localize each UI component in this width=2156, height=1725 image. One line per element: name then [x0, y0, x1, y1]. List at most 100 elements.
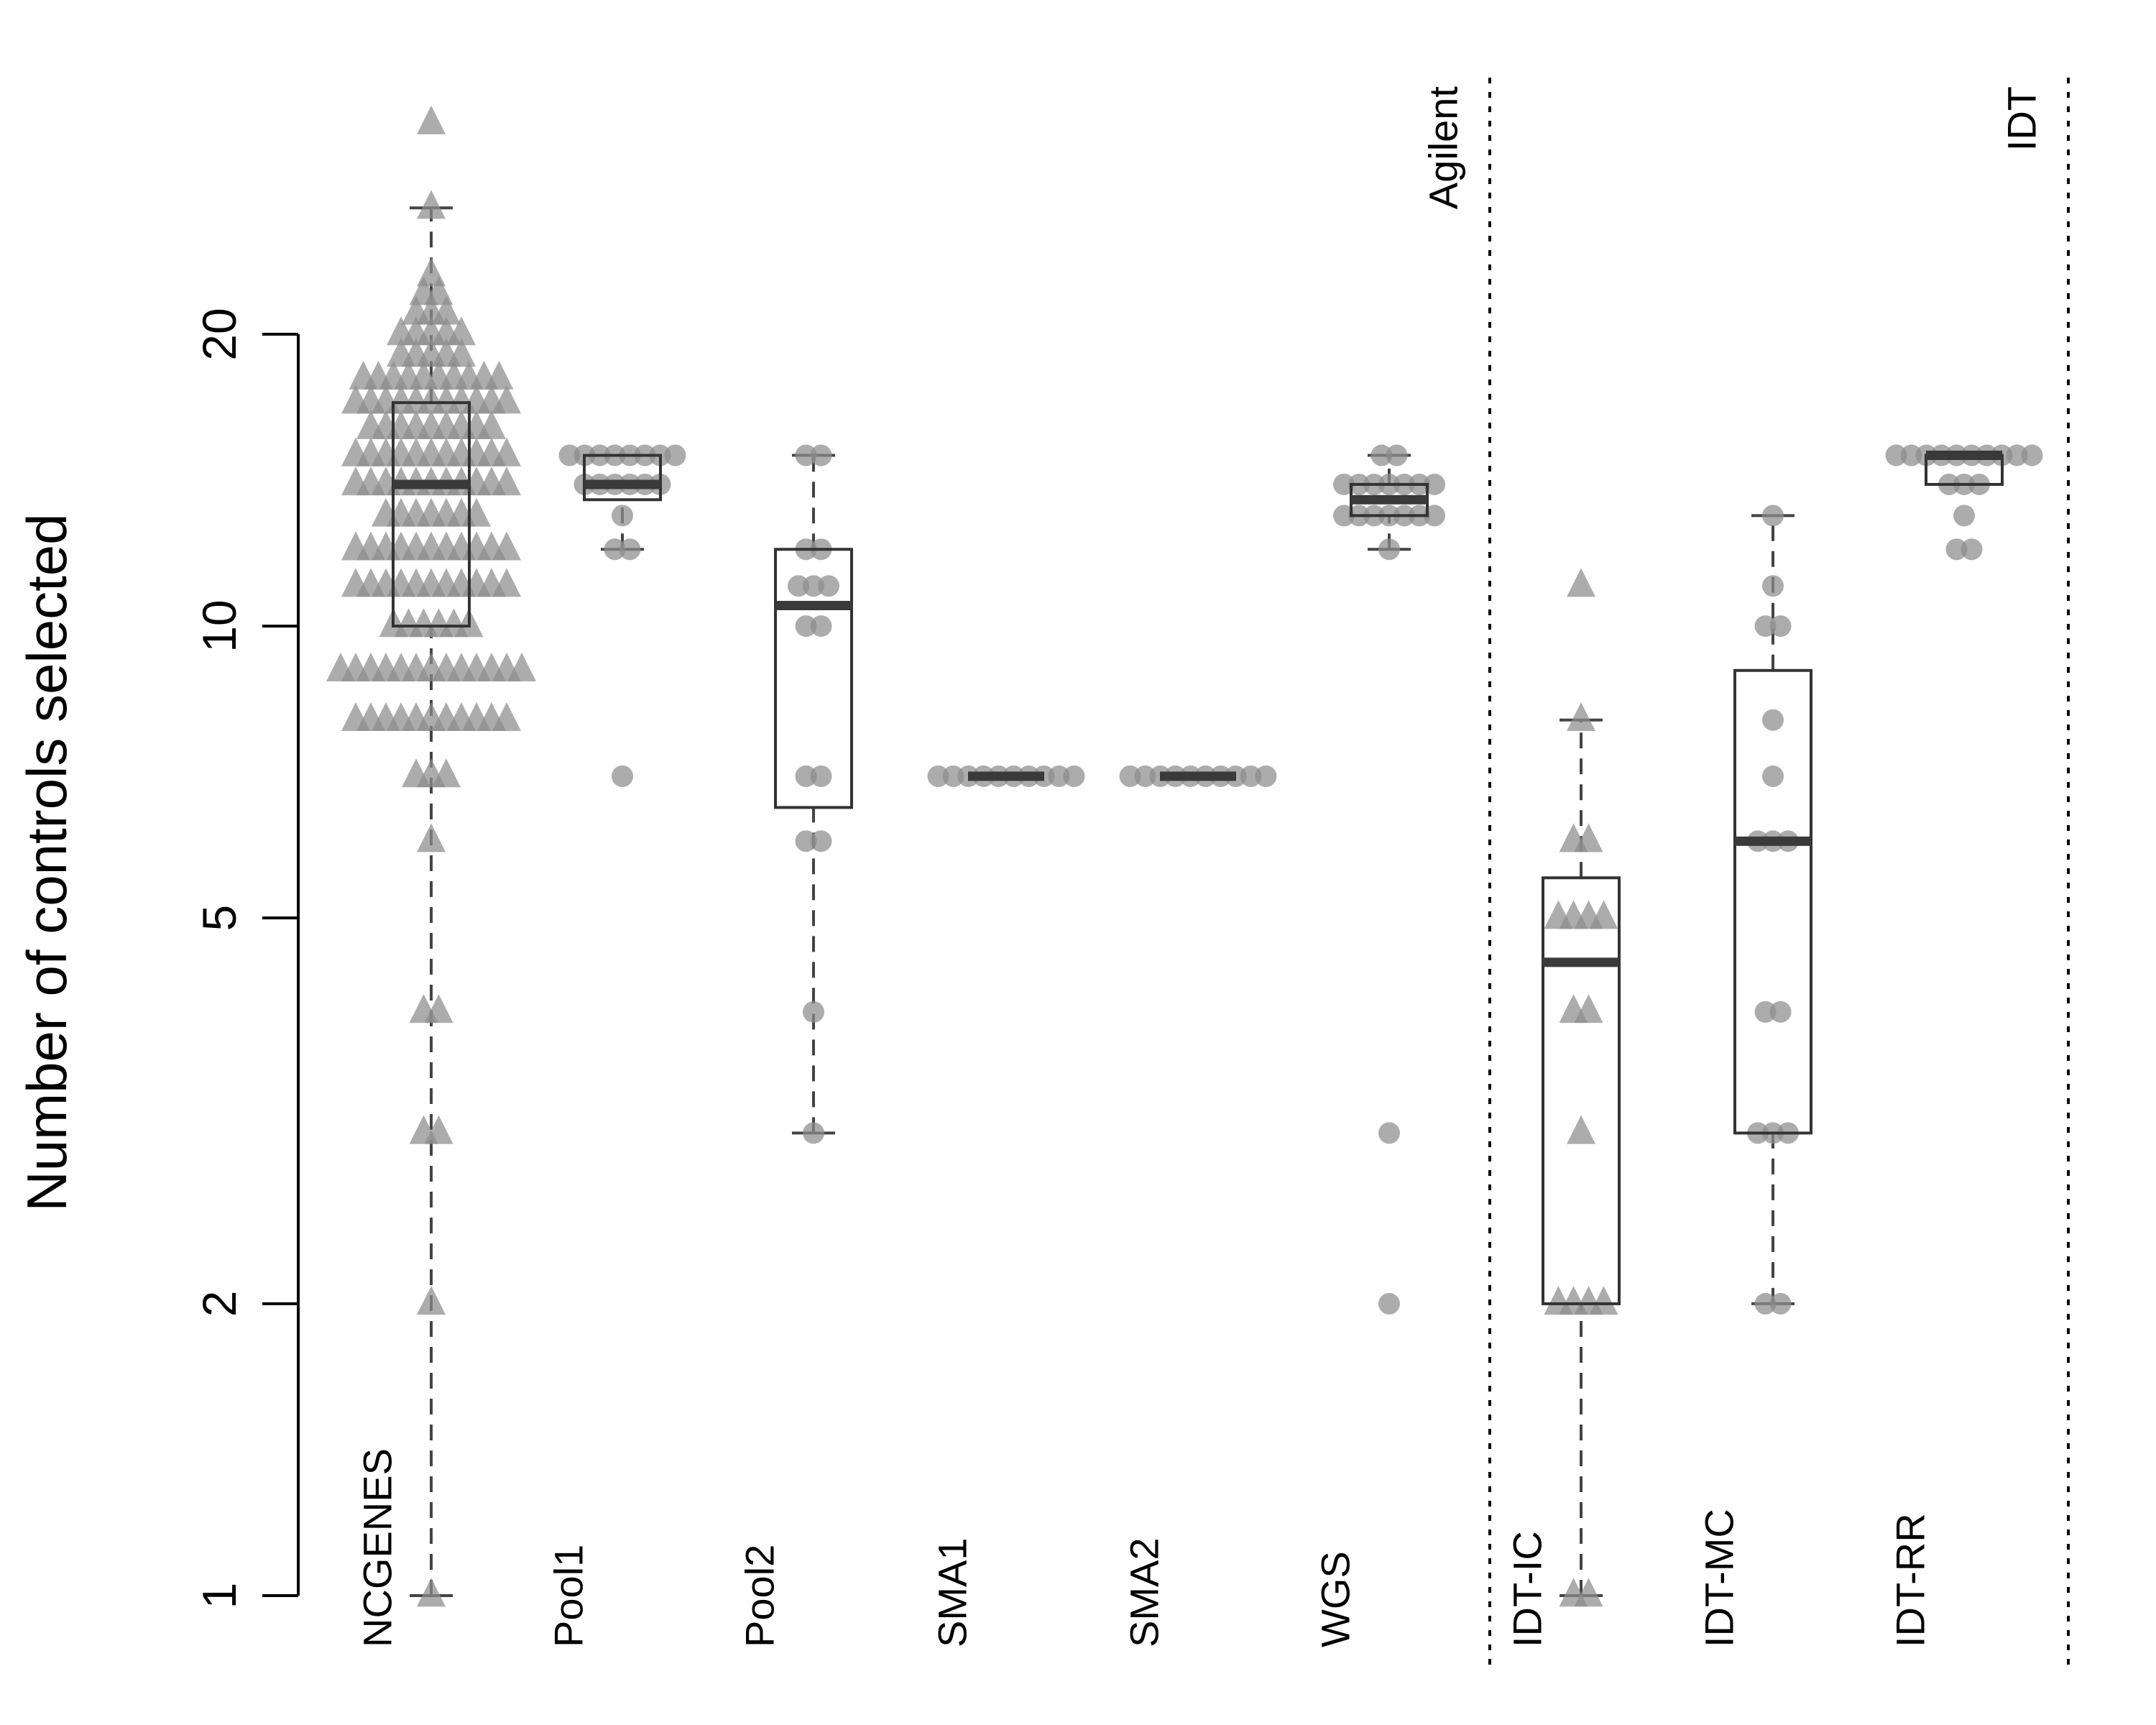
box-ncgenes	[392, 401, 471, 628]
point-ncgenes-4	[447, 338, 476, 367]
category-label-wgs: WGS	[1313, 1551, 1358, 1647]
point-wgs-1	[1386, 444, 1408, 466]
box-idt-mc	[1733, 668, 1812, 1135]
point-pool1-0	[612, 505, 633, 527]
point-pool2-0	[795, 830, 817, 852]
point-sma2-0	[1119, 765, 1141, 788]
point-ncgenes-0	[417, 257, 446, 287]
point-sma2-8	[1240, 765, 1262, 788]
point-idt-mc-1	[1769, 1000, 1792, 1023]
category-label-sma2: SMA2	[1122, 1538, 1167, 1648]
point-idt-mc-0	[1754, 1000, 1777, 1023]
point-pool1-0	[612, 765, 633, 788]
point-ncgenes-2	[432, 758, 461, 788]
category-label-idt-ic: IDT-IC	[1505, 1531, 1550, 1647]
point-ncgenes-0	[417, 190, 446, 219]
point-idt-rr-0	[1953, 505, 1975, 527]
point-idt-rr-9	[2021, 444, 2043, 466]
point-sma1-9	[1063, 765, 1085, 788]
category-labels: NCGENES Pool1 Pool2 SMA1 SMA2 WGS IDT-IC IDT-MC…	[355, 1448, 1933, 1647]
whiskers	[410, 206, 1795, 1597]
point-idt-ic-0	[1567, 702, 1595, 731]
point-pool2-1	[810, 830, 832, 852]
point-ncgenes-10	[492, 437, 521, 466]
point-ncgenes-0	[417, 823, 446, 852]
point-sma1-1	[942, 765, 964, 788]
point-wgs-6	[1424, 505, 1445, 527]
vendor-separators: Agilent IDT	[1421, 78, 2070, 1668]
point-wgs-0	[1378, 538, 1400, 561]
y-axis: 1 2 5 10 20	[193, 308, 300, 1609]
point-pool1-0	[604, 538, 626, 561]
point-ncgenes-4	[447, 316, 476, 346]
point-pool2-1	[810, 765, 832, 788]
point-pool2-0	[795, 615, 817, 638]
point-wgs-6	[1424, 473, 1445, 495]
point-idt-mc-0	[1754, 1292, 1777, 1315]
point-idt-ic-1	[1574, 823, 1603, 852]
point-pool2-1	[810, 615, 832, 638]
point-wgs-0	[1333, 505, 1355, 527]
point-ncgenes-1	[424, 994, 453, 1024]
boxes	[392, 401, 2004, 1305]
point-ncgenes-10	[492, 568, 521, 597]
point-idt-mc-1	[1769, 615, 1792, 638]
category-label-ncgenes: NCGENES	[355, 1448, 400, 1647]
point-pool1-7	[664, 444, 686, 466]
point-ncgenes-10	[492, 385, 521, 414]
box-pool2	[774, 548, 853, 809]
point-wgs-0	[1370, 444, 1393, 466]
point-idt-mc-0	[1762, 575, 1784, 597]
y-axis-title: Number of controls selected	[15, 513, 78, 1211]
point-pool2-1	[803, 575, 824, 597]
point-idt-mc-0	[1762, 505, 1784, 527]
point-ncgenes-0	[417, 1578, 446, 1607]
point-sma1-0	[927, 765, 949, 788]
point-pool2-0	[795, 765, 817, 788]
category-label-idt-rr: IDT-RR	[1888, 1513, 1933, 1647]
point-ncgenes-12	[507, 652, 536, 681]
point-wgs-0	[1378, 1122, 1400, 1144]
point-ncgenes-1	[424, 1115, 453, 1144]
category-label-pool1: Pool1	[546, 1545, 591, 1647]
point-idt-ic-1	[1574, 1578, 1603, 1607]
point-idt-mc-1	[1769, 1292, 1792, 1315]
data-points	[326, 105, 2043, 1607]
point-pool2-0	[803, 1122, 824, 1144]
point-wgs-0	[1333, 473, 1355, 495]
vendor-label-idt: IDT	[1999, 86, 2045, 151]
point-idt-rr-8	[2006, 444, 2028, 466]
point-ncgenes-0	[417, 1286, 446, 1315]
point-idt-rr-1	[1900, 444, 1922, 466]
point-ncgenes-2	[432, 295, 461, 325]
point-pool2-0	[803, 1000, 824, 1023]
category-label-idt-mc: IDT-MC	[1697, 1509, 1742, 1647]
category-label-pool2: Pool2	[737, 1545, 783, 1647]
y-tick-label-2: 2	[193, 1291, 246, 1317]
point-pool1-1	[619, 538, 641, 561]
point-idt-ic-0	[1567, 568, 1595, 597]
point-idt-rr-0	[1945, 538, 1968, 561]
point-ncgenes-10	[492, 531, 521, 561]
y-tick-label-10: 10	[193, 599, 246, 652]
point-ncgenes-8	[477, 410, 506, 439]
point-idt-rr-0	[1885, 444, 1907, 466]
point-ncgenes-1	[424, 276, 453, 305]
box-pool1	[583, 454, 662, 502]
point-ncgenes-10	[492, 466, 521, 496]
point-sma2-9	[1255, 765, 1277, 788]
vendor-label-agilent: Agilent	[1421, 86, 1466, 210]
point-idt-mc-0	[1762, 765, 1784, 788]
point-pool2-1	[810, 444, 832, 466]
point-idt-mc-0	[1754, 615, 1777, 638]
point-pool1-0	[558, 444, 581, 466]
point-idt-ic-0	[1567, 1115, 1595, 1144]
point-pool2-0	[788, 575, 809, 597]
box-idt-ic	[1542, 876, 1621, 1305]
point-wgs-0	[1378, 1292, 1400, 1315]
point-pool2-0	[795, 444, 817, 466]
category-label-sma1: SMA1	[930, 1538, 975, 1648]
point-ncgenes-9	[484, 360, 514, 390]
y-tick-label-20: 20	[193, 308, 246, 360]
